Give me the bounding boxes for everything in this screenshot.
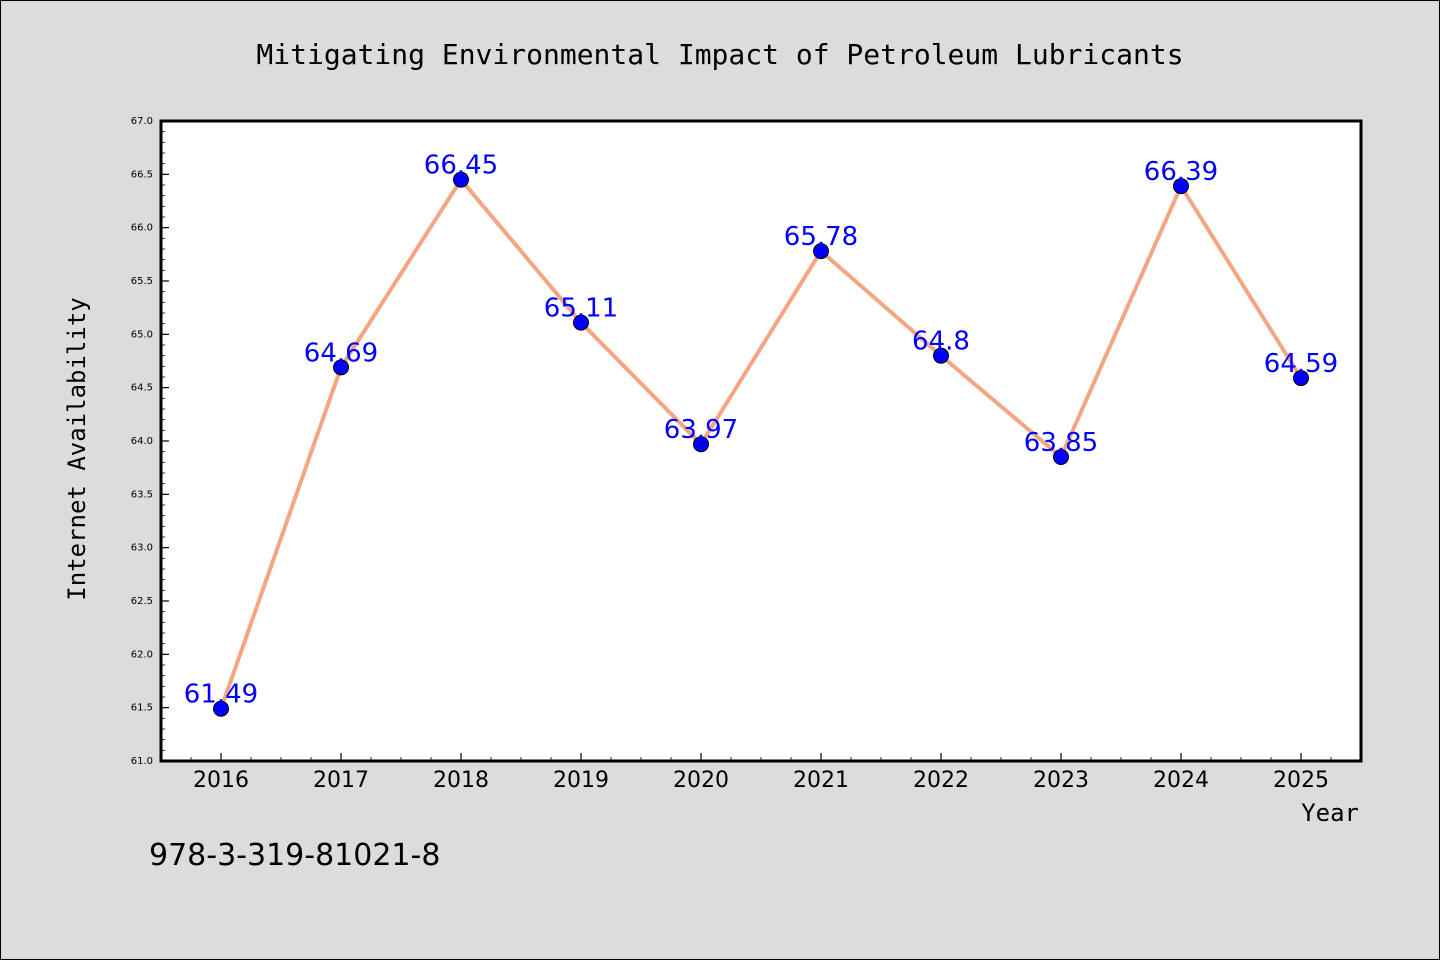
x-tick-label: 2022	[913, 768, 969, 793]
data-label: 66.45	[424, 151, 498, 181]
x-tick-label: 2017	[313, 768, 369, 793]
data-labels: 61.49 64.69 66.45 65.11 63.97 65.78 64.8 63.85 6…	[184, 151, 1338, 710]
data-point	[573, 314, 589, 331]
y-tick-label: 62.5	[131, 596, 153, 607]
x-tick-label: 2020	[673, 768, 729, 793]
plot-area	[159, 119, 1363, 763]
data-label: 65.78	[784, 222, 858, 252]
data-point	[933, 347, 949, 364]
isbn-annotation: 978-3-319-81021-8	[149, 838, 440, 873]
y-tick-label: 61.0	[131, 756, 153, 767]
data-point	[693, 436, 709, 453]
series-line-group	[219, 177, 1303, 710]
data-points	[213, 171, 1309, 717]
data-point	[213, 700, 229, 717]
x-tick-label: 2019	[553, 768, 609, 793]
y-tick-label: 63.5	[131, 489, 153, 500]
data-point	[813, 243, 829, 260]
y-tick-label: 67.0	[131, 116, 153, 127]
chart-title: Mitigating Environmental Impact of Petro…	[256, 38, 1183, 71]
data-label: 61.49	[184, 680, 258, 710]
y-tick-label: 63.0	[131, 543, 153, 554]
x-tick-label: 2025	[1273, 768, 1329, 793]
data-point	[1173, 178, 1189, 195]
data-point	[333, 359, 349, 376]
data-label: 66.39	[1144, 157, 1218, 187]
data-label: 63.97	[664, 415, 738, 445]
y-tick-label: 66.0	[131, 223, 153, 234]
x-tick-label: 2023	[1033, 768, 1089, 793]
x-axis-label: Year	[1301, 799, 1359, 827]
data-label: 64.69	[304, 338, 378, 368]
x-tick-label: 2016	[193, 768, 249, 793]
data-label: 65.11	[544, 294, 618, 324]
y-tick-label: 65.5	[131, 276, 153, 287]
y-axis: 61.0 61.5 62.0 62.5 63.0 63.5 64.0 64.5 65.0 65.5…	[131, 116, 169, 767]
y-tick-label: 65.0	[131, 329, 153, 340]
data-point	[1053, 449, 1069, 465]
y-tick-label: 64.0	[131, 436, 153, 447]
y-tick-label: 62.0	[131, 649, 153, 660]
x-tick-label: 2021	[793, 768, 849, 793]
series-line	[219, 177, 1303, 710]
data-label: 63.85	[1024, 428, 1098, 458]
data-label: 64.8	[912, 327, 970, 357]
y-tick-label: 61.5	[131, 703, 153, 714]
y-axis-label: Internet Availability	[63, 297, 91, 600]
data-point	[1293, 370, 1309, 387]
x-axis: 2016 2017 2018 2019 2020 2021 2022 2023 2024 2025	[190, 753, 1332, 793]
x-tick-label: 2024	[1153, 768, 1209, 793]
x-tick-label: 2018	[433, 768, 489, 793]
y-tick-label: 66.5	[131, 169, 153, 180]
data-label: 64.59	[1264, 349, 1338, 379]
y-tick-label: 64.5	[131, 383, 153, 394]
data-point	[453, 171, 469, 188]
